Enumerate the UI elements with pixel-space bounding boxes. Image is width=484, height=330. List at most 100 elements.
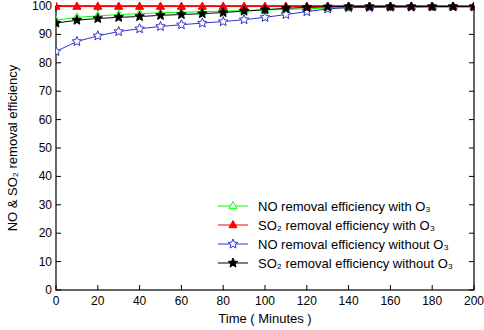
series-marker [218,17,228,26]
series-marker [281,3,291,12]
series-marker [239,6,249,15]
y-tick [56,290,61,291]
y-tick [56,119,61,120]
series-marker [73,2,81,9]
x-axis-title: Time ( Minutes ) [218,311,311,326]
series-marker [135,12,145,21]
y-tick-right [469,62,474,63]
series-marker [260,5,270,14]
series-marker [386,2,396,11]
y-tick [56,34,61,35]
series-marker [344,2,354,11]
series-marker [115,2,123,9]
x-tick [306,285,307,290]
y-tick-label: 60 [39,113,53,127]
y-tick-label: 90 [39,27,53,41]
x-tick [223,285,224,290]
x-tick [348,285,349,290]
y-tick [56,148,61,149]
y-tick [56,233,61,234]
y-tick-label: 20 [39,226,53,240]
y-tick-right [469,290,474,291]
x-tick [390,285,391,290]
series-marker [72,15,82,24]
series-marker [386,2,396,11]
x-tick-label: 120 [297,294,317,308]
y-tick-right [469,233,474,234]
series-marker [136,2,144,9]
series-marker [135,24,145,33]
series-marker [56,46,61,55]
legend-label: NO removal efficiency without O₃ [258,237,449,252]
y-axis-title: NO & SO₂ removal efficiency [5,64,20,231]
series-marker [94,2,102,9]
series-marker [93,31,103,40]
x-tick [97,285,98,290]
legend-label: SO₂ removal efficiency without O₃ [258,256,453,271]
series-marker [407,2,417,11]
x-tick-label: 180 [422,294,442,308]
series-line [56,7,474,52]
series-marker [198,18,208,27]
x-tick-label: 100 [255,294,275,308]
x-tick-label: 200 [464,294,484,308]
x-tick [181,285,182,290]
series-marker [427,2,437,11]
series-marker [177,20,187,29]
legend-label: SO₂ removal efficiency with O₃ [258,218,435,233]
y-tick [56,91,61,92]
legend-marker [228,239,238,248]
series-marker [177,2,185,9]
series-marker [156,10,166,19]
series-marker [469,2,474,11]
series-marker [407,2,417,11]
legend-marker [229,221,237,228]
series-marker [114,12,124,21]
y-tick-right [469,119,474,120]
chart: 0204060801001201401601802000102030405060… [0,0,484,330]
plot-frame [56,6,474,290]
y-tick-right [469,176,474,177]
series-marker [448,2,458,11]
series-marker [469,2,474,11]
legend: NO removal efficiency with O₃ SO₂ removal… [218,199,453,271]
x-tick-label: 160 [380,294,400,308]
series-marker [156,2,164,9]
series-marker [198,9,208,18]
x-tick-label: 140 [339,294,359,308]
x-tick-label: 80 [217,294,231,308]
series-marker [448,2,458,11]
y-tick [56,176,61,177]
series-marker [93,14,103,23]
x-tick [474,285,475,290]
series-group [56,2,474,55]
x-tick-label: 0 [53,294,60,308]
y-tick [56,261,61,262]
x-tick-label: 40 [133,294,147,308]
y-tick-label: 0 [45,283,52,297]
series-marker [365,2,375,11]
series-marker [114,27,124,36]
y-tick-right [469,148,474,149]
y-tick [56,204,61,205]
series-marker [72,37,82,46]
series-marker [56,2,60,9]
y-tick-label: 100 [32,0,52,13]
x-tick [432,285,433,290]
y-tick [56,62,61,63]
y-tick-right [469,261,474,262]
x-tick [56,285,57,290]
series-marker [177,10,187,19]
legend-marker [228,258,238,267]
legend-label: NO removal efficiency with O₃ [258,199,431,214]
series-marker [156,21,166,30]
y-tick-label: 10 [39,255,53,269]
y-tick-right [469,204,474,205]
series-marker [427,2,437,11]
y-tick-label: 50 [39,141,53,155]
x-tick-label: 60 [175,294,189,308]
x-tick [139,285,140,290]
series-marker [365,2,375,11]
x-tick [265,285,266,290]
series-marker [56,18,61,27]
